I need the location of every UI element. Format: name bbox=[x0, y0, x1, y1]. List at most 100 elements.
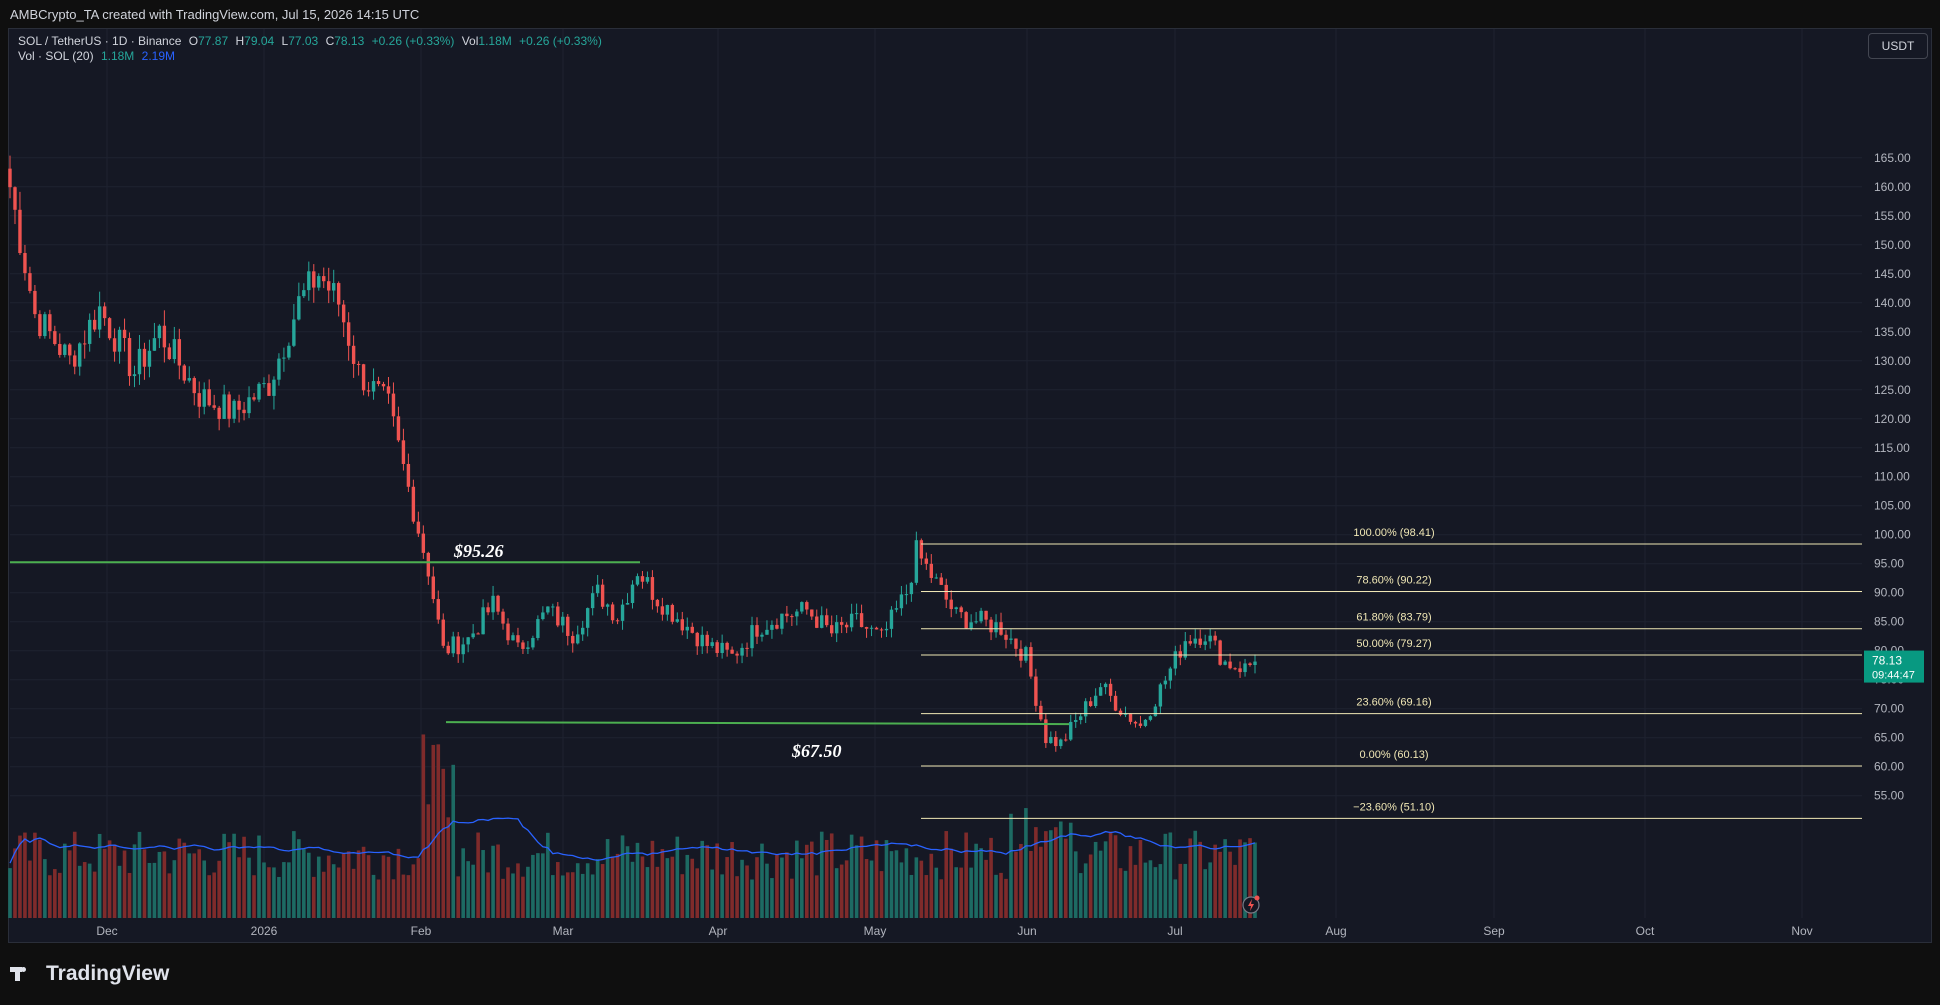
volume-bar bbox=[411, 864, 416, 918]
candle bbox=[735, 651, 739, 664]
volume-bar bbox=[839, 864, 844, 918]
volume-bar bbox=[725, 857, 729, 918]
candle bbox=[267, 374, 271, 396]
candle bbox=[202, 382, 206, 415]
volume-bar bbox=[655, 866, 660, 918]
volume-bar bbox=[341, 853, 346, 918]
volume-bar bbox=[904, 848, 909, 918]
volume-bar bbox=[914, 857, 919, 918]
candle bbox=[177, 328, 182, 380]
symbol-name[interactable]: SOL / TetherUS · 1D · Binance bbox=[18, 34, 182, 48]
candle bbox=[496, 594, 500, 615]
volume-bar bbox=[1054, 827, 1058, 918]
volume-bar bbox=[287, 862, 291, 918]
volume-bar bbox=[297, 839, 301, 918]
volume-bar bbox=[1103, 841, 1108, 918]
volume-bar bbox=[590, 874, 595, 918]
candle bbox=[780, 613, 784, 635]
price-annotation[interactable]: $95.26 bbox=[453, 541, 504, 561]
candle bbox=[1044, 713, 1048, 748]
volume-bar bbox=[491, 845, 495, 918]
volume-bar bbox=[401, 874, 406, 918]
volume-bar bbox=[386, 856, 391, 918]
volume-bar bbox=[854, 845, 859, 918]
candle bbox=[317, 273, 321, 291]
volume-legend-row: Vol · SOL (20) 1.18M 2.19M bbox=[18, 49, 606, 64]
volume-bar bbox=[481, 850, 485, 918]
candle bbox=[1148, 715, 1153, 722]
candle bbox=[810, 609, 814, 620]
symbol-legend-row: SOL / TetherUS · 1D · Binance O77.87 H79… bbox=[18, 34, 606, 49]
volume-bar bbox=[924, 875, 929, 918]
y-axis-tick-label: 160.00 bbox=[1874, 180, 1911, 194]
volume-bar bbox=[874, 840, 879, 918]
candle bbox=[755, 617, 759, 645]
volume-bar bbox=[257, 835, 261, 918]
candle bbox=[451, 631, 455, 658]
volume-bar bbox=[909, 874, 914, 918]
candle bbox=[312, 264, 316, 303]
candle bbox=[1208, 629, 1212, 649]
y-axis-tick-label: 70.00 bbox=[1874, 702, 1904, 716]
candle bbox=[247, 386, 251, 419]
candle bbox=[102, 302, 107, 326]
volume-bar bbox=[237, 857, 241, 918]
volume-bar bbox=[272, 867, 276, 918]
support-line-67[interactable] bbox=[445, 721, 1070, 726]
candle bbox=[1133, 720, 1138, 728]
candle bbox=[1079, 713, 1083, 725]
brand-name: TradingView bbox=[46, 962, 170, 985]
volume-bar bbox=[595, 859, 600, 918]
candle bbox=[1113, 690, 1118, 712]
volume-bar bbox=[859, 836, 864, 918]
candle bbox=[571, 631, 575, 653]
candle bbox=[282, 347, 286, 372]
y-axis-tick-label: 100.00 bbox=[1874, 528, 1911, 542]
y-axis-tick-label: 140.00 bbox=[1874, 296, 1911, 310]
currency-button[interactable]: USDT bbox=[1868, 33, 1928, 59]
candle bbox=[600, 579, 605, 610]
candle bbox=[461, 637, 465, 663]
candle bbox=[670, 603, 675, 625]
lightning-icon[interactable] bbox=[1242, 895, 1260, 914]
volume-bar bbox=[1183, 863, 1188, 918]
volume-bar bbox=[302, 849, 306, 918]
candle bbox=[585, 607, 590, 637]
candle bbox=[327, 267, 331, 304]
volume-bar bbox=[1153, 867, 1158, 918]
candle bbox=[899, 585, 904, 616]
volume-bar bbox=[705, 845, 709, 918]
volume-bar bbox=[735, 876, 739, 918]
y-axis-tick-label: 165.00 bbox=[1874, 151, 1911, 165]
y-axis-tick-label: 55.00 bbox=[1874, 789, 1904, 803]
candle bbox=[1158, 682, 1163, 714]
volume-bar bbox=[366, 855, 371, 918]
volume-bar bbox=[72, 831, 77, 918]
volume-bar bbox=[511, 873, 515, 918]
candle bbox=[252, 393, 256, 402]
candle bbox=[68, 343, 72, 365]
volume-bar bbox=[277, 876, 281, 918]
x-axis-tick-label: May bbox=[864, 924, 887, 938]
candle bbox=[710, 637, 714, 649]
candle bbox=[1213, 631, 1217, 646]
candle bbox=[874, 626, 879, 630]
candle bbox=[396, 406, 401, 443]
volume-study-name[interactable]: Vol · SOL (20) bbox=[18, 49, 94, 63]
candle bbox=[605, 603, 610, 616]
volume-bar bbox=[605, 839, 610, 918]
candle bbox=[725, 641, 729, 657]
volume-bar bbox=[1004, 878, 1008, 918]
candle bbox=[1243, 658, 1247, 677]
x-axis-tick-label: Jul bbox=[1167, 924, 1182, 938]
candle bbox=[1123, 706, 1128, 718]
candle bbox=[152, 322, 157, 351]
y-axis-tick-label: 155.00 bbox=[1874, 209, 1911, 223]
candle bbox=[954, 606, 958, 614]
volume-bar bbox=[1208, 862, 1212, 918]
volume-bar bbox=[695, 868, 700, 918]
volume-bar bbox=[809, 841, 814, 918]
price-annotation[interactable]: $67.50 bbox=[791, 741, 842, 761]
volume-bar bbox=[406, 875, 411, 918]
